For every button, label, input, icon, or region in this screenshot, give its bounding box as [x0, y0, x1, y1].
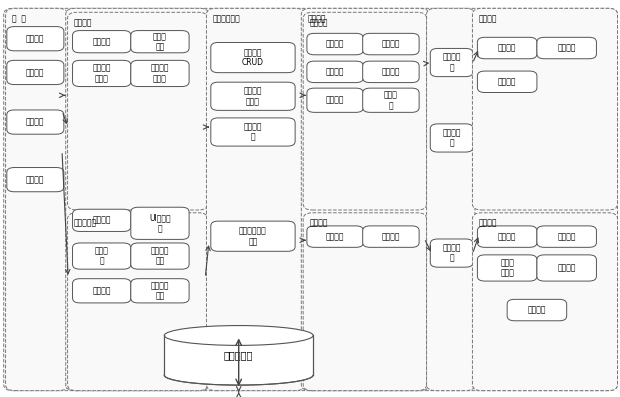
FancyBboxPatch shape [307, 33, 363, 55]
FancyBboxPatch shape [131, 207, 189, 239]
FancyBboxPatch shape [363, 88, 419, 112]
FancyBboxPatch shape [430, 48, 473, 77]
FancyBboxPatch shape [427, 8, 475, 391]
FancyBboxPatch shape [73, 279, 131, 303]
Text: 工程数据压缩
文件: 工程数据压缩 文件 [239, 227, 267, 246]
Text: 中间映射
脚本: 中间映射 脚本 [151, 281, 169, 301]
Text: UI脚本编
辑: UI脚本编 辑 [149, 214, 170, 233]
Text: 自动验证: 自动验证 [479, 14, 497, 23]
FancyBboxPatch shape [537, 37, 596, 59]
FancyBboxPatch shape [7, 27, 64, 51]
Text: 主  控: 主 控 [12, 14, 26, 23]
FancyBboxPatch shape [307, 88, 363, 112]
FancyBboxPatch shape [430, 124, 473, 152]
Text: 图元管理: 图元管理 [308, 14, 326, 23]
Text: 用户验证: 用户验证 [26, 118, 45, 127]
FancyBboxPatch shape [477, 226, 537, 247]
FancyBboxPatch shape [131, 31, 189, 53]
Text: 图元的添
加: 图元的添 加 [443, 53, 461, 72]
FancyBboxPatch shape [477, 71, 537, 93]
Text: 程序调度: 程序调度 [26, 175, 45, 184]
Text: 生成数据
包: 生成数据 包 [244, 122, 262, 142]
Text: 角色管理: 角色管理 [557, 232, 576, 241]
FancyBboxPatch shape [363, 33, 419, 55]
Text: 界面展示: 界面展示 [326, 40, 344, 48]
Ellipse shape [164, 365, 313, 385]
FancyBboxPatch shape [211, 221, 295, 251]
FancyBboxPatch shape [206, 8, 304, 391]
FancyBboxPatch shape [211, 118, 295, 146]
FancyBboxPatch shape [472, 8, 618, 210]
Text: 试验项层
次维护: 试验项层 次维护 [244, 87, 262, 106]
Text: 基本图元: 基本图元 [309, 18, 328, 27]
Text: 组合图元: 组合图元 [309, 219, 328, 227]
Text: 注意事项: 注意事项 [92, 286, 111, 295]
FancyBboxPatch shape [537, 226, 596, 247]
FancyBboxPatch shape [66, 8, 209, 391]
Text: 作业指导
书管理: 作业指导 书管理 [92, 64, 111, 83]
Text: 装置维护: 装置维护 [557, 264, 576, 272]
Text: 中心数据库: 中心数据库 [224, 350, 254, 360]
FancyBboxPatch shape [73, 209, 131, 231]
Text: 中间映射: 中间映射 [326, 96, 344, 105]
FancyBboxPatch shape [68, 12, 208, 210]
FancyBboxPatch shape [4, 8, 618, 391]
FancyBboxPatch shape [363, 61, 419, 83]
Text: 定值项
维护: 定值项 维护 [153, 32, 167, 51]
Bar [164, 335, 313, 375]
Text: 自动测试: 自动测试 [382, 232, 400, 241]
Text: 常数对
象: 常数对 象 [384, 91, 398, 110]
Text: 系统管理: 系统管理 [479, 219, 497, 227]
Text: 试验项的
CRUD: 试验项的 CRUD [242, 48, 264, 67]
FancyBboxPatch shape [303, 213, 427, 391]
Ellipse shape [164, 326, 313, 345]
Text: 公示对象: 公示对象 [382, 40, 400, 48]
Text: 程序启动: 程序启动 [26, 34, 45, 43]
FancyBboxPatch shape [7, 110, 64, 134]
FancyBboxPatch shape [73, 243, 131, 269]
Text: 用户管理: 用户管理 [498, 232, 516, 241]
FancyBboxPatch shape [131, 60, 189, 87]
FancyBboxPatch shape [301, 8, 429, 391]
FancyBboxPatch shape [6, 8, 68, 391]
FancyBboxPatch shape [211, 42, 295, 73]
Text: 操作日
志管理: 操作日 志管理 [500, 258, 514, 278]
FancyBboxPatch shape [472, 213, 618, 391]
Text: 技术标准: 技术标准 [92, 216, 111, 225]
Text: 修改密码: 修改密码 [528, 306, 546, 314]
FancyBboxPatch shape [303, 12, 427, 210]
Text: 用户登录: 用户登录 [26, 68, 45, 77]
Text: 图元的删
除: 图元的删 除 [443, 243, 461, 263]
FancyBboxPatch shape [477, 37, 537, 59]
FancyBboxPatch shape [537, 255, 596, 281]
FancyBboxPatch shape [7, 60, 64, 85]
FancyBboxPatch shape [430, 239, 473, 267]
Text: 操作步
骤: 操作步 骤 [95, 247, 108, 266]
FancyBboxPatch shape [307, 226, 363, 247]
FancyBboxPatch shape [363, 226, 419, 247]
FancyBboxPatch shape [307, 61, 363, 83]
FancyBboxPatch shape [211, 82, 295, 110]
Text: 试验项树管理: 试验项树管理 [213, 14, 241, 23]
FancyBboxPatch shape [131, 243, 189, 269]
FancyBboxPatch shape [131, 279, 189, 303]
Text: 图形化编辑: 图形化编辑 [74, 219, 97, 227]
FancyBboxPatch shape [477, 255, 537, 281]
Text: 自动验证: 自动验证 [557, 44, 576, 52]
FancyBboxPatch shape [7, 168, 64, 192]
FancyBboxPatch shape [73, 60, 131, 87]
FancyBboxPatch shape [68, 213, 208, 391]
Text: 自动测试
脚本: 自动测试 脚本 [151, 247, 169, 266]
Text: 历史数据
包管理: 历史数据 包管理 [151, 64, 169, 83]
Text: 字典对象: 字典对象 [382, 67, 400, 76]
FancyBboxPatch shape [507, 299, 567, 321]
Text: 图元的修
改: 图元的修 改 [443, 128, 461, 148]
Text: 定值设置: 定值设置 [498, 77, 516, 86]
Text: 自动测试: 自动测试 [326, 67, 344, 76]
Text: 界面展示: 界面展示 [326, 232, 344, 241]
FancyBboxPatch shape [73, 31, 131, 53]
Text: 参数设置: 参数设置 [498, 44, 516, 52]
Text: 装置检索: 装置检索 [92, 37, 111, 46]
Text: 设备装置: 设备装置 [74, 18, 92, 27]
